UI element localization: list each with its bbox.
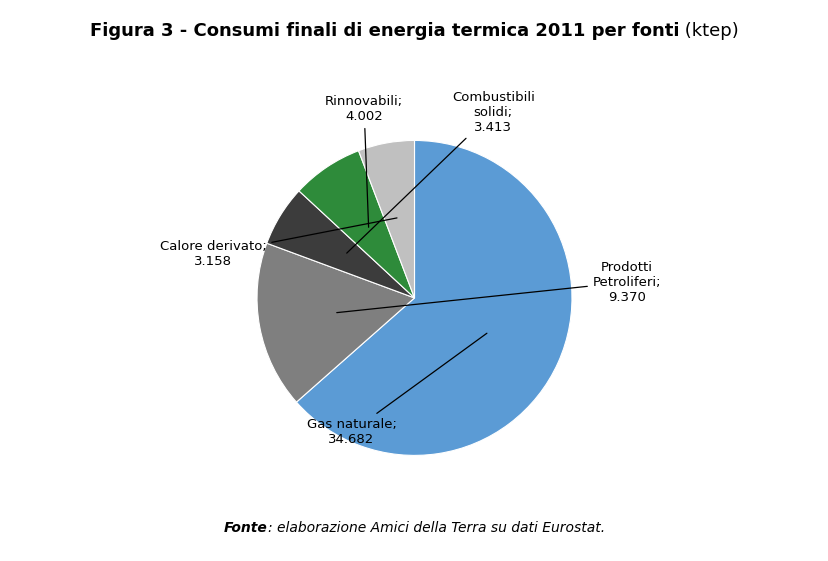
Text: Gas naturale;
34.682: Gas naturale; 34.682 <box>306 333 486 446</box>
Wedge shape <box>296 140 571 456</box>
Wedge shape <box>257 243 414 402</box>
Text: : elaborazione Amici della Terra su dati Eurostat.: : elaborazione Amici della Terra su dati… <box>267 521 604 535</box>
Wedge shape <box>359 140 414 298</box>
Text: Prodotti
Petroliferi;
9.370: Prodotti Petroliferi; 9.370 <box>336 261 661 312</box>
Wedge shape <box>267 191 414 298</box>
Text: (ktep): (ktep) <box>679 22 739 40</box>
Text: Rinnovabili;
4.002: Rinnovabili; 4.002 <box>325 95 402 227</box>
Text: Figura 3 - Consumi finali di energia termica 2011 per fonti: Figura 3 - Consumi finali di energia ter… <box>89 22 679 40</box>
Text: Fonte: Fonte <box>224 521 267 535</box>
Text: Calore derivato;
3.158: Calore derivato; 3.158 <box>159 218 397 268</box>
Wedge shape <box>299 151 414 298</box>
Text: Combustibili
solidi;
3.413: Combustibili solidi; 3.413 <box>346 91 534 253</box>
